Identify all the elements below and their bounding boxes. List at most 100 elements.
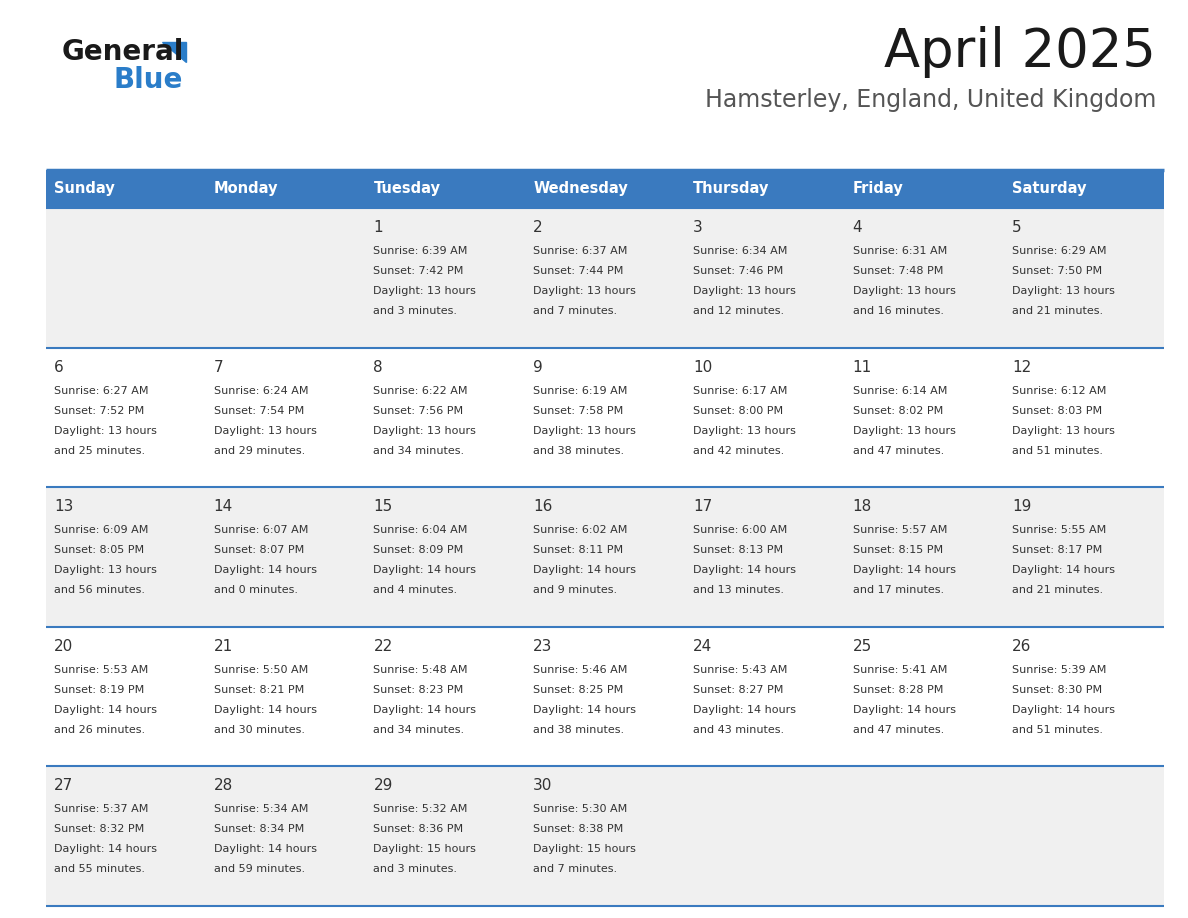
Text: Sunrise: 6:27 AM: Sunrise: 6:27 AM [53,386,148,396]
Text: Daylight: 13 hours: Daylight: 13 hours [533,286,636,296]
Text: Sunset: 8:36 PM: Sunset: 8:36 PM [373,824,463,834]
Text: and 25 minutes.: and 25 minutes. [53,445,145,455]
Text: 17: 17 [693,499,712,514]
Text: Sunset: 8:28 PM: Sunset: 8:28 PM [853,685,943,695]
Text: Sunset: 8:38 PM: Sunset: 8:38 PM [533,824,624,834]
Text: Sunset: 7:50 PM: Sunset: 7:50 PM [1012,266,1102,276]
Text: and 38 minutes.: and 38 minutes. [533,725,624,734]
Text: Monday: Monday [214,182,278,196]
Text: Daylight: 14 hours: Daylight: 14 hours [853,565,955,576]
Text: and 21 minutes.: and 21 minutes. [1012,306,1104,316]
Text: Sunset: 8:03 PM: Sunset: 8:03 PM [1012,406,1102,416]
Text: and 7 minutes.: and 7 minutes. [533,306,618,316]
Text: Sunset: 8:23 PM: Sunset: 8:23 PM [373,685,463,695]
Text: Sunset: 7:58 PM: Sunset: 7:58 PM [533,406,624,416]
Text: and 4 minutes.: and 4 minutes. [373,585,457,595]
Text: Sunset: 8:32 PM: Sunset: 8:32 PM [53,824,144,834]
Text: 7: 7 [214,360,223,375]
Text: 1: 1 [373,220,383,235]
Text: Hamsterley, England, United Kingdom: Hamsterley, England, United Kingdom [704,88,1156,112]
Text: Sunrise: 6:34 AM: Sunrise: 6:34 AM [693,246,788,256]
Text: Sunrise: 5:48 AM: Sunrise: 5:48 AM [373,665,468,675]
Text: Sunrise: 6:31 AM: Sunrise: 6:31 AM [853,246,947,256]
Text: Daylight: 14 hours: Daylight: 14 hours [693,705,796,715]
Text: 27: 27 [53,778,74,793]
Text: and 7 minutes.: and 7 minutes. [533,865,618,875]
Text: 4: 4 [853,220,862,235]
Text: Tuesday: Tuesday [373,182,441,196]
Text: Sunrise: 6:19 AM: Sunrise: 6:19 AM [533,386,627,396]
Text: 6: 6 [53,360,64,375]
Text: and 34 minutes.: and 34 minutes. [373,445,465,455]
Text: and 51 minutes.: and 51 minutes. [1012,445,1104,455]
Text: Sunset: 7:46 PM: Sunset: 7:46 PM [693,266,783,276]
Text: Daylight: 13 hours: Daylight: 13 hours [1012,426,1116,436]
Text: and 34 minutes.: and 34 minutes. [373,725,465,734]
Text: Sunrise: 5:50 AM: Sunrise: 5:50 AM [214,665,308,675]
Text: Sunrise: 6:22 AM: Sunrise: 6:22 AM [373,386,468,396]
Text: 19: 19 [1012,499,1031,514]
Text: 5: 5 [1012,220,1022,235]
Text: Sunrise: 6:07 AM: Sunrise: 6:07 AM [214,525,308,535]
Text: and 30 minutes.: and 30 minutes. [214,725,304,734]
Text: 10: 10 [693,360,712,375]
Bar [46,208,1164,348]
Text: Sunset: 8:09 PM: Sunset: 8:09 PM [373,545,463,555]
Text: Daylight: 13 hours: Daylight: 13 hours [693,426,796,436]
Text: Sunrise: 6:04 AM: Sunrise: 6:04 AM [373,525,468,535]
Text: April 2025: April 2025 [884,26,1156,78]
Text: Daylight: 14 hours: Daylight: 14 hours [214,565,317,576]
Text: Daylight: 13 hours: Daylight: 13 hours [853,426,955,436]
Text: 12: 12 [1012,360,1031,375]
Bar [46,170,1164,208]
Text: Sunset: 8:11 PM: Sunset: 8:11 PM [533,545,624,555]
Text: 23: 23 [533,639,552,654]
Text: 30: 30 [533,778,552,793]
Text: Sunset: 8:00 PM: Sunset: 8:00 PM [693,406,783,416]
Text: and 47 minutes.: and 47 minutes. [853,725,943,734]
Text: 18: 18 [853,499,872,514]
Text: 21: 21 [214,639,233,654]
Text: 2: 2 [533,220,543,235]
Bar [46,767,1164,906]
Text: and 9 minutes.: and 9 minutes. [533,585,618,595]
Text: Sunset: 7:56 PM: Sunset: 7:56 PM [373,406,463,416]
Text: Thursday: Thursday [693,182,770,196]
Text: 14: 14 [214,499,233,514]
Text: and 3 minutes.: and 3 minutes. [373,306,457,316]
Text: and 51 minutes.: and 51 minutes. [1012,725,1104,734]
Text: 22: 22 [373,639,393,654]
Text: Sunrise: 6:29 AM: Sunrise: 6:29 AM [1012,246,1107,256]
Text: Daylight: 14 hours: Daylight: 14 hours [853,705,955,715]
Text: and 42 minutes.: and 42 minutes. [693,445,784,455]
Text: Sunrise: 6:00 AM: Sunrise: 6:00 AM [693,525,788,535]
Text: Daylight: 14 hours: Daylight: 14 hours [373,565,476,576]
Text: Sunset: 7:44 PM: Sunset: 7:44 PM [533,266,624,276]
Bar [46,487,1164,627]
Text: Daylight: 14 hours: Daylight: 14 hours [533,565,636,576]
Text: Sunset: 8:27 PM: Sunset: 8:27 PM [693,685,783,695]
Text: Saturday: Saturday [1012,182,1087,196]
Text: Sunrise: 6:02 AM: Sunrise: 6:02 AM [533,525,627,535]
Text: Sunrise: 6:17 AM: Sunrise: 6:17 AM [693,386,788,396]
Text: and 29 minutes.: and 29 minutes. [214,445,305,455]
Text: Blue: Blue [114,66,183,94]
Text: Daylight: 14 hours: Daylight: 14 hours [1012,705,1116,715]
Text: 11: 11 [853,360,872,375]
Text: Sunrise: 5:41 AM: Sunrise: 5:41 AM [853,665,947,675]
Text: and 56 minutes.: and 56 minutes. [53,585,145,595]
Text: and 21 minutes.: and 21 minutes. [1012,585,1104,595]
Text: Sunset: 8:13 PM: Sunset: 8:13 PM [693,545,783,555]
Text: and 13 minutes.: and 13 minutes. [693,585,784,595]
Text: Daylight: 14 hours: Daylight: 14 hours [1012,565,1116,576]
Text: and 43 minutes.: and 43 minutes. [693,725,784,734]
Text: Daylight: 13 hours: Daylight: 13 hours [53,565,157,576]
Text: Daylight: 13 hours: Daylight: 13 hours [533,426,636,436]
Text: Daylight: 15 hours: Daylight: 15 hours [533,845,636,855]
Text: Daylight: 13 hours: Daylight: 13 hours [53,426,157,436]
Text: Daylight: 14 hours: Daylight: 14 hours [693,565,796,576]
Text: and 59 minutes.: and 59 minutes. [214,865,305,875]
Text: and 26 minutes.: and 26 minutes. [53,725,145,734]
Text: Daylight: 14 hours: Daylight: 14 hours [53,845,157,855]
Text: 9: 9 [533,360,543,375]
